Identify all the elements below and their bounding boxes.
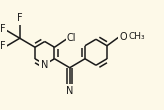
Text: N: N: [66, 86, 73, 96]
Text: F: F: [0, 41, 5, 51]
Text: Cl: Cl: [67, 33, 76, 43]
Text: N: N: [41, 60, 48, 70]
Text: F: F: [17, 13, 23, 23]
Text: O: O: [119, 32, 127, 42]
Text: F: F: [0, 24, 5, 34]
Text: CH₃: CH₃: [129, 32, 145, 41]
